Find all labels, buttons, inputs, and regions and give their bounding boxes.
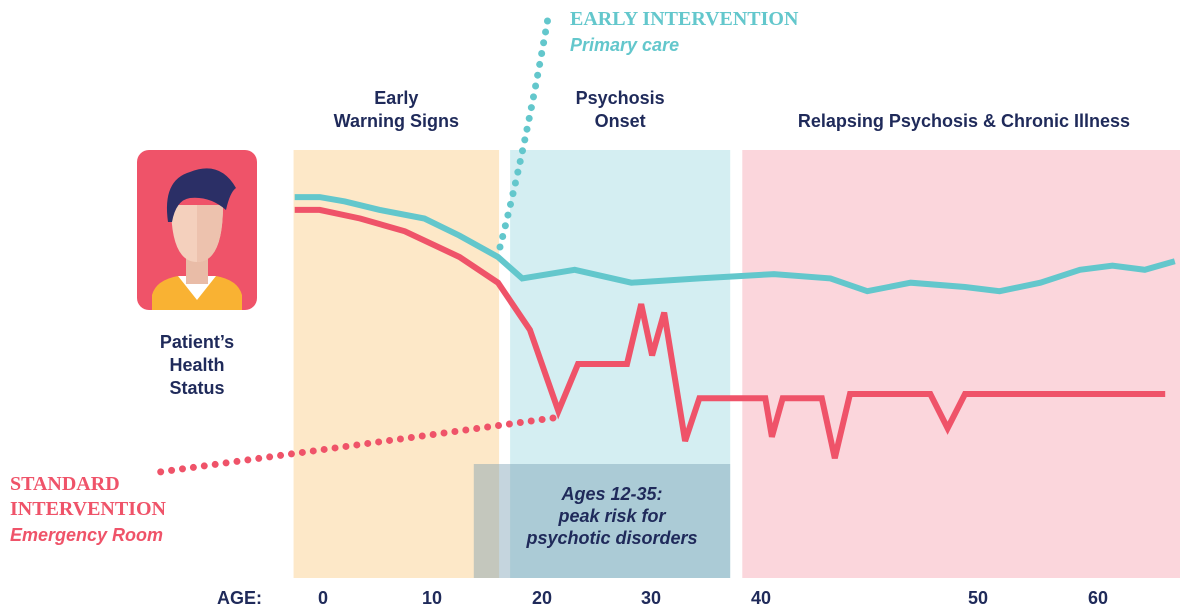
chart: Early Warning Signs Psychosis Onset Relapsin…	[0, 0, 1180, 609]
annotation-text: psychotic disorders	[525, 528, 697, 548]
series-name: STANDARD	[10, 473, 120, 495]
x-tick-label: 60	[1088, 588, 1108, 608]
region-label: Psychosis	[576, 88, 665, 108]
series-subtitle: Primary care	[570, 35, 679, 55]
annotation-text: peak risk for	[557, 506, 666, 526]
region-label: Early	[374, 88, 418, 108]
region-label: Onset	[595, 111, 646, 131]
patient-icon	[137, 150, 257, 310]
series-name: EARLY INTERVENTION	[570, 8, 799, 30]
x-axis-label: AGE:	[217, 588, 262, 608]
y-axis-label: Health	[169, 355, 224, 375]
series-subtitle: Emergency Room	[10, 525, 163, 545]
region-label: Warning Signs	[334, 111, 459, 131]
x-tick-label: 50	[968, 588, 988, 608]
x-tick-label: 40	[751, 588, 771, 608]
bands: Early Warning Signs Psychosis Onset Relapsin…	[294, 88, 1180, 578]
region-band	[742, 150, 1180, 578]
y-axis-label: Status	[169, 378, 224, 398]
y-axis-label: Patient’s	[160, 332, 234, 352]
x-tick-label: 30	[641, 588, 661, 608]
x-tick-label: 0	[318, 588, 328, 608]
region-label: Relapsing Psychosis & Chronic Illness	[798, 111, 1130, 131]
x-tick-label: 10	[422, 588, 442, 608]
annotation-text: Ages 12-35:	[560, 484, 662, 504]
series-name: INTERVENTION	[10, 498, 167, 520]
x-tick-label: 20	[532, 588, 552, 608]
